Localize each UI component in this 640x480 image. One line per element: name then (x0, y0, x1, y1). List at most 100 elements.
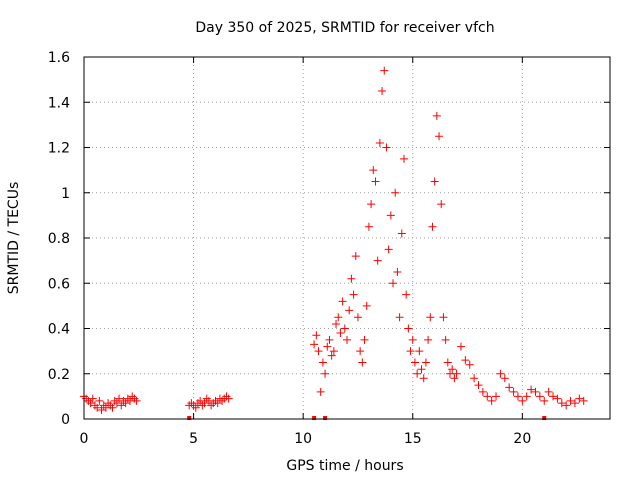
data-point (351, 252, 360, 261)
y-tick-label: 1.4 (48, 95, 70, 111)
y-tick-label: 0.4 (48, 322, 70, 338)
axis-ticks: 0 0.2 0.4 0.6 0.8 1 1.2 1.4 1.6 0 5 10 15 20 (48, 50, 610, 447)
data-point (513, 392, 522, 401)
data-point (557, 399, 566, 408)
axis-marker (187, 416, 192, 420)
data-point (336, 329, 345, 338)
data-point (345, 306, 354, 315)
data-point (108, 403, 117, 412)
data-point (406, 347, 415, 356)
data-point (196, 396, 205, 405)
data-point (364, 222, 373, 231)
y-axis-label: SRMTID / TECUs (6, 182, 22, 295)
data-point (334, 313, 343, 322)
data-point (428, 222, 437, 231)
data-point (461, 356, 470, 365)
data-point (202, 394, 211, 403)
x-tick-label: 0 (80, 431, 89, 447)
data-point (88, 394, 97, 403)
data-point (110, 396, 119, 405)
x-tick-label: 5 (189, 431, 198, 447)
data-point (338, 297, 347, 306)
data-point (492, 392, 501, 401)
data-point (384, 245, 393, 254)
data-point (395, 313, 404, 322)
y-tick-label: 0.2 (48, 367, 70, 383)
data-point (86, 399, 95, 408)
data-point (380, 66, 389, 75)
data-point (356, 347, 365, 356)
data-point (314, 347, 323, 356)
data-point (310, 340, 319, 349)
data-point (115, 394, 124, 403)
data-points (80, 66, 588, 414)
data-point (579, 396, 588, 405)
data-point (527, 385, 536, 394)
data-point (329, 347, 338, 356)
data-point (430, 177, 439, 186)
data-point (566, 396, 575, 405)
data-point (439, 313, 448, 322)
plot-frame (83, 56, 611, 420)
data-point (340, 324, 349, 333)
data-point (441, 335, 450, 344)
data-point (130, 394, 139, 403)
data-point (367, 200, 376, 209)
data-point (505, 383, 514, 392)
data-point (360, 335, 369, 344)
data-point (117, 401, 126, 410)
data-point (393, 267, 402, 276)
data-point (323, 342, 332, 351)
data-point (549, 392, 558, 401)
data-point (417, 365, 426, 374)
data-point (399, 154, 408, 163)
grid (84, 57, 610, 419)
data-point (386, 211, 395, 220)
data-point (132, 396, 141, 405)
data-point (544, 387, 553, 396)
data-point (397, 229, 406, 238)
data-point (189, 401, 198, 410)
data-point (478, 387, 487, 396)
data-point (465, 360, 474, 369)
data-point (321, 369, 330, 378)
data-point (349, 290, 358, 299)
data-point (419, 374, 428, 383)
x-axis-markers (187, 416, 547, 420)
y-tick-label: 1.2 (48, 141, 70, 157)
data-point (522, 392, 531, 401)
data-point (373, 256, 382, 265)
data-point (575, 394, 584, 403)
data-point (198, 401, 207, 410)
data-point (402, 290, 411, 299)
data-point (500, 374, 509, 383)
data-point (95, 396, 104, 405)
x-tick-label: 15 (404, 431, 422, 447)
data-point (128, 392, 137, 401)
data-point (378, 86, 387, 95)
data-point (362, 301, 371, 310)
data-point (496, 369, 505, 378)
data-point (391, 188, 400, 197)
data-point (353, 313, 362, 322)
data-point (347, 274, 356, 283)
data-point (540, 396, 549, 405)
data-point (318, 358, 327, 367)
data-point (369, 166, 378, 175)
data-point (426, 313, 435, 322)
data-point (487, 396, 496, 405)
data-point (343, 335, 351, 344)
data-point (371, 177, 380, 186)
data-point (483, 392, 492, 401)
data-point (325, 335, 334, 344)
data-point (382, 143, 391, 152)
data-point (531, 387, 540, 396)
x-tick-label: 10 (294, 431, 312, 447)
chart-title: Day 350 of 2025, SRMTID for receiver vfc… (195, 20, 494, 36)
data-point (562, 401, 571, 410)
data-point (518, 396, 527, 405)
data-point (112, 399, 121, 408)
y-tick-label: 0.8 (48, 231, 70, 247)
data-point (424, 335, 433, 344)
